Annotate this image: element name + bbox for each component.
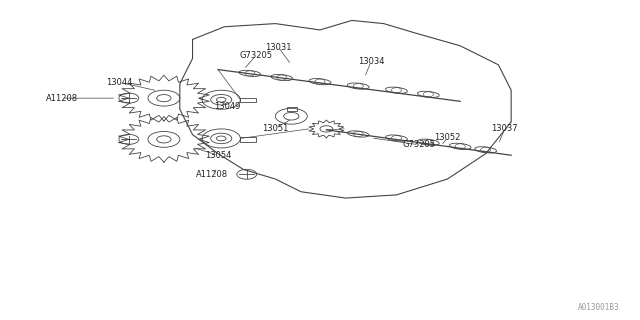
Text: 13031: 13031 — [266, 43, 292, 52]
Text: G73205: G73205 — [403, 140, 435, 149]
Text: 13044: 13044 — [106, 78, 132, 87]
Text: 13034: 13034 — [358, 57, 384, 66]
Text: A11208: A11208 — [196, 170, 228, 179]
Text: A11208: A11208 — [46, 94, 78, 103]
Text: G73205: G73205 — [240, 51, 273, 60]
Text: 13051: 13051 — [262, 124, 289, 133]
Text: A013001B3: A013001B3 — [578, 303, 620, 312]
Text: 13052: 13052 — [435, 133, 461, 142]
Text: 13054: 13054 — [205, 151, 231, 160]
Text: 13037: 13037 — [492, 124, 518, 133]
Text: 13049: 13049 — [214, 101, 241, 111]
